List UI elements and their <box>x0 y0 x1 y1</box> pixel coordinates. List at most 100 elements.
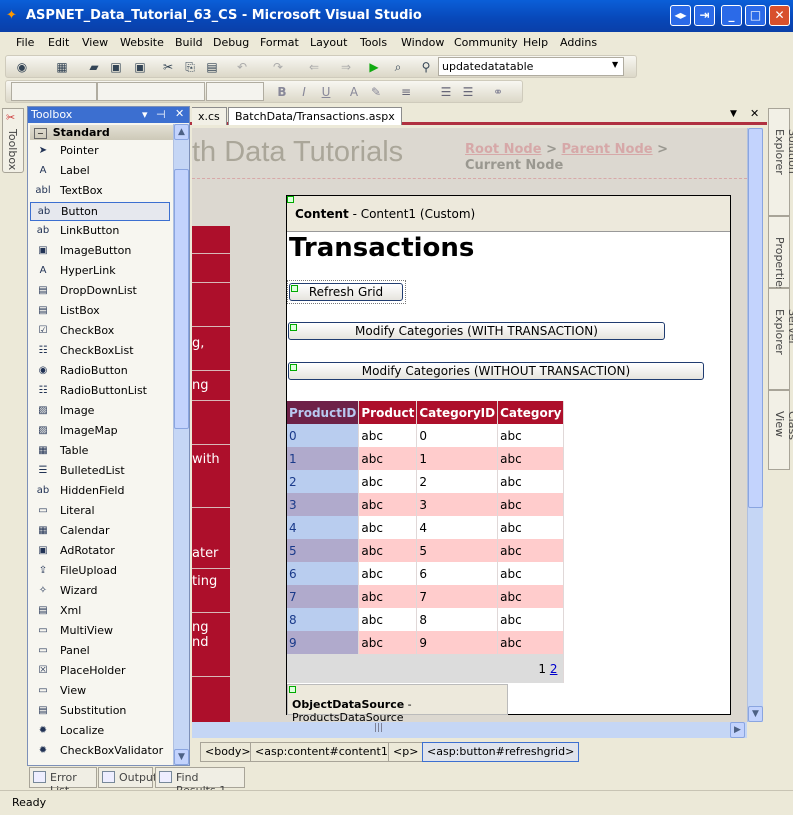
toolbox-item-textbox[interactable]: abl TextBox <box>30 182 170 201</box>
chevron-down-icon[interactable]: ▼ <box>612 60 619 69</box>
exit-fullscreen-button[interactable]: ⇥ <box>694 5 715 26</box>
class-view-tab[interactable]: Class View <box>768 390 793 470</box>
save-icon[interactable]: ▣ <box>110 60 122 74</box>
open-icon[interactable]: ▰ <box>89 60 99 74</box>
scroll-thumb[interactable] <box>174 169 189 429</box>
scroll-right-button[interactable]: ▶ <box>730 722 745 738</box>
pager-page-2-link[interactable]: 2 <box>549 661 558 676</box>
numbering-icon[interactable]: ☰ <box>462 85 474 99</box>
designer-vertical-scrollbar[interactable]: ▼ <box>747 128 763 722</box>
toolbox-item-pointer[interactable]: ➤ Pointer <box>30 142 170 161</box>
menu-community[interactable]: Community <box>454 36 518 49</box>
menu-layout[interactable]: Layout <box>310 36 348 49</box>
tag-path-item[interactable]: <body> <box>200 742 256 762</box>
add-item-icon[interactable]: ▦ <box>56 60 68 74</box>
toolbox-item-fileupload[interactable]: ⇪ FileUpload <box>30 562 170 581</box>
highlight-icon[interactable]: ✎ <box>370 85 382 99</box>
font-size-combo[interactable] <box>206 82 264 101</box>
designer-horizontal-scrollbar[interactable]: ▶ ||| <box>192 722 747 738</box>
bottom-tab-find-results-1[interactable]: Find Results 1 <box>155 767 245 797</box>
toolbox-item-hyperlink[interactable]: A HyperLink <box>30 262 170 281</box>
toolbox-item-linkbutton[interactable]: ab LinkButton <box>30 222 170 241</box>
scroll-thumb[interactable] <box>748 128 763 508</box>
close-document-icon[interactable]: ✕ <box>750 107 760 120</box>
toolbox-item-wizard[interactable]: ✧ Wizard <box>30 582 170 601</box>
scroll-down-button[interactable]: ▼ <box>748 706 763 722</box>
design-surface[interactable]: th Data Tutorials Root Node > Parent Nod… <box>192 128 747 722</box>
pin-icon[interactable]: ⊣ <box>156 108 166 121</box>
navigate-back-icon[interactable]: ⇐ <box>308 60 320 74</box>
hyperlink-icon[interactable]: ⚭ <box>492 85 504 99</box>
toolbox-item-placeholder[interactable]: ☒ PlaceHolder <box>30 662 170 681</box>
toolbox-item-checkbox[interactable]: ☑ CheckBox <box>30 322 170 341</box>
properties-tab[interactable]: Properties <box>768 216 790 293</box>
align-icon[interactable]: ≡ <box>400 85 412 99</box>
close-button[interactable]: ✕ <box>769 5 790 26</box>
bottom-tab-output[interactable]: Output <box>98 767 157 788</box>
toolbox-item-panel[interactable]: ▭ Panel <box>30 642 170 661</box>
toolbox-scrollbar[interactable]: ▲ ▼ <box>173 124 189 765</box>
toolbox-item-listbox[interactable]: ▤ ListBox <box>30 302 170 321</box>
toolbox-item-adrotator[interactable]: ▣ AdRotator <box>30 542 170 561</box>
tab-transactions-aspx[interactable]: BatchData/Transactions.aspx <box>228 107 402 125</box>
site-menu-item[interactable]: ting <box>192 574 218 589</box>
save-all-icon[interactable]: ▣ <box>134 60 146 74</box>
minimize-button[interactable]: _ <box>721 5 742 26</box>
maximize-button[interactable]: □ <box>745 5 766 26</box>
tag-path-item[interactable]: <asp:content#content1> <box>250 742 403 762</box>
menu-edit[interactable]: Edit <box>48 36 70 49</box>
column-header-productid[interactable]: ProductID <box>287 401 360 424</box>
toolbox-item-localize[interactable]: ✹ Localize <box>30 722 170 741</box>
toolbox-side-tab[interactable]: ✂ Toolbox <box>2 108 24 173</box>
toolbox-item-hiddenfield[interactable]: ab HiddenField <box>30 482 170 501</box>
menu-view[interactable]: View <box>82 36 109 49</box>
toolbox-item-imagemap[interactable]: ▨ ImageMap <box>30 422 170 441</box>
scroll-down-button[interactable]: ▼ <box>174 749 189 765</box>
dropdown-icon[interactable]: ▾ <box>142 108 148 121</box>
underline-icon[interactable]: U <box>321 85 331 99</box>
content-region[interactable]: Content - Content1 (Custom) Transactions… <box>286 195 731 722</box>
toolbox-item-view[interactable]: ▭ View <box>30 682 170 701</box>
find-in-files-icon[interactable]: ⚲ <box>421 60 431 74</box>
toolbox-item-button[interactable]: ab Button <box>30 202 170 221</box>
toolbox-item-checkboxvalidator[interactable]: ✹ CheckBoxValidator <box>30 742 170 761</box>
site-menu-item[interactable]: g, <box>192 336 205 351</box>
toolbox-item-imagebutton[interactable]: ▣ ImageButton <box>30 242 170 261</box>
font-name-combo[interactable] <box>97 82 205 101</box>
new-project-icon[interactable]: ◉ <box>16 60 28 74</box>
bullets-icon[interactable]: ☰ <box>440 85 452 99</box>
toolbox-item-literal[interactable]: ▭ Literal <box>30 502 170 521</box>
navigate-forward-icon[interactable]: ⇒ <box>340 60 352 74</box>
menu-file[interactable]: File <box>16 36 35 49</box>
toolbox-group-standard[interactable]: − Standard <box>30 125 173 140</box>
modify-with-transaction-button[interactable]: Modify Categories (WITH TRANSACTION) <box>288 322 665 340</box>
cut-icon[interactable]: ✂ <box>162 60 174 74</box>
toolbox-item-bulletedlist[interactable]: ☰ BulletedList <box>30 462 170 481</box>
modify-without-transaction-button[interactable]: Modify Categories (WITHOUT TRANSACTION) <box>288 362 704 380</box>
menu-debug[interactable]: Debug <box>213 36 250 49</box>
toolbox-item-label[interactable]: A Label <box>30 162 170 181</box>
toolbox-item-table[interactable]: ▦ Table <box>30 442 170 461</box>
block-format-combo[interactable] <box>11 82 97 101</box>
paste-icon[interactable]: ▤ <box>206 60 218 74</box>
site-menu-item[interactable]: with <box>192 452 220 467</box>
foreground-color-icon[interactable]: A <box>349 85 359 99</box>
tag-path-item[interactable]: <p> <box>388 742 424 762</box>
toolbox-item-checkboxlist[interactable]: ☷ CheckBoxList <box>30 342 170 361</box>
toolbox-item-image[interactable]: ▨ Image <box>30 402 170 421</box>
find-combo[interactable]: updatedatatable <box>438 57 624 76</box>
toolbox-item-radiobuttonlist[interactable]: ☷ RadioButtonList <box>30 382 170 401</box>
objectdatasource-control[interactable]: ObjectDataSource - ProductsDataSource <box>287 684 508 722</box>
breadcrumb-parent-link[interactable]: Parent Node <box>561 142 653 157</box>
start-debug-icon[interactable]: ▶ <box>369 60 379 74</box>
menu-build[interactable]: Build <box>175 36 203 49</box>
toolbox-item-substitution[interactable]: ▤ Substitution <box>30 702 170 721</box>
site-menu-item[interactable]: ater <box>192 546 219 561</box>
menu-window[interactable]: Window <box>401 36 445 49</box>
server-explorer-tab[interactable]: Server Explorer <box>768 288 793 390</box>
toolbox-item-xml[interactable]: ▤ Xml <box>30 602 170 621</box>
bottom-tab-error-list[interactable]: Error List <box>29 767 97 797</box>
toolbox-item-multiview[interactable]: ▭ MultiView <box>30 622 170 641</box>
redo-icon[interactable]: ↷ <box>272 60 284 74</box>
copy-icon[interactable]: ⎘ <box>185 60 195 74</box>
